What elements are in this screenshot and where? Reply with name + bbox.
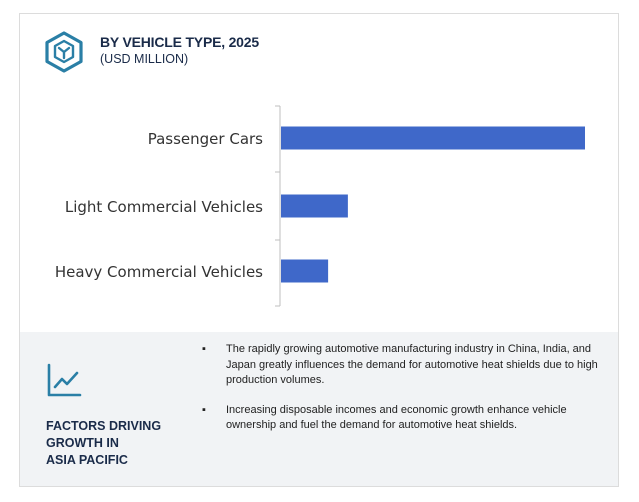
bar-chart: Passenger Cars Light Commercial Vehicles H… <box>55 105 585 307</box>
list-item: ▪ The rapidly growing automotive manufac… <box>196 342 611 389</box>
factor-text: The rapidly growing automotive manufactu… <box>226 343 598 386</box>
bar <box>281 259 329 283</box>
factor-text: Increasing disposable incomes and econom… <box>226 403 567 432</box>
bullet-marker: ▪ <box>202 343 206 355</box>
bullet-marker: ▪ <box>202 403 206 416</box>
bar <box>281 194 348 218</box>
chart-subtitle: (USD MILLION) <box>100 52 189 66</box>
growth-factors-panel: FACTORS DRIVING GROWTH IN ASIA PACIFIC ▪… <box>20 332 618 486</box>
hexagon-logo-icon <box>45 31 83 73</box>
trend-chart-icon <box>47 363 82 397</box>
bar <box>281 126 585 150</box>
chart-title: BY VEHICLE TYPE, 2025 <box>100 34 259 50</box>
chart-card: BY VEHICLE TYPE, 2025 (USD MILLION) Pass… <box>19 13 619 487</box>
factors-list: ▪ The rapidly growing automotive manufac… <box>196 342 611 448</box>
factors-heading: FACTORS DRIVING GROWTH IN ASIA PACIFIC <box>46 419 162 467</box>
category-label: Light Commercial Vehicles <box>65 198 263 216</box>
list-item: ▪ Increasing disposable incomes and econ… <box>196 403 611 434</box>
category-label: Heavy Commercial Vehicles <box>55 263 263 281</box>
category-label: Passenger Cars <box>148 130 263 148</box>
